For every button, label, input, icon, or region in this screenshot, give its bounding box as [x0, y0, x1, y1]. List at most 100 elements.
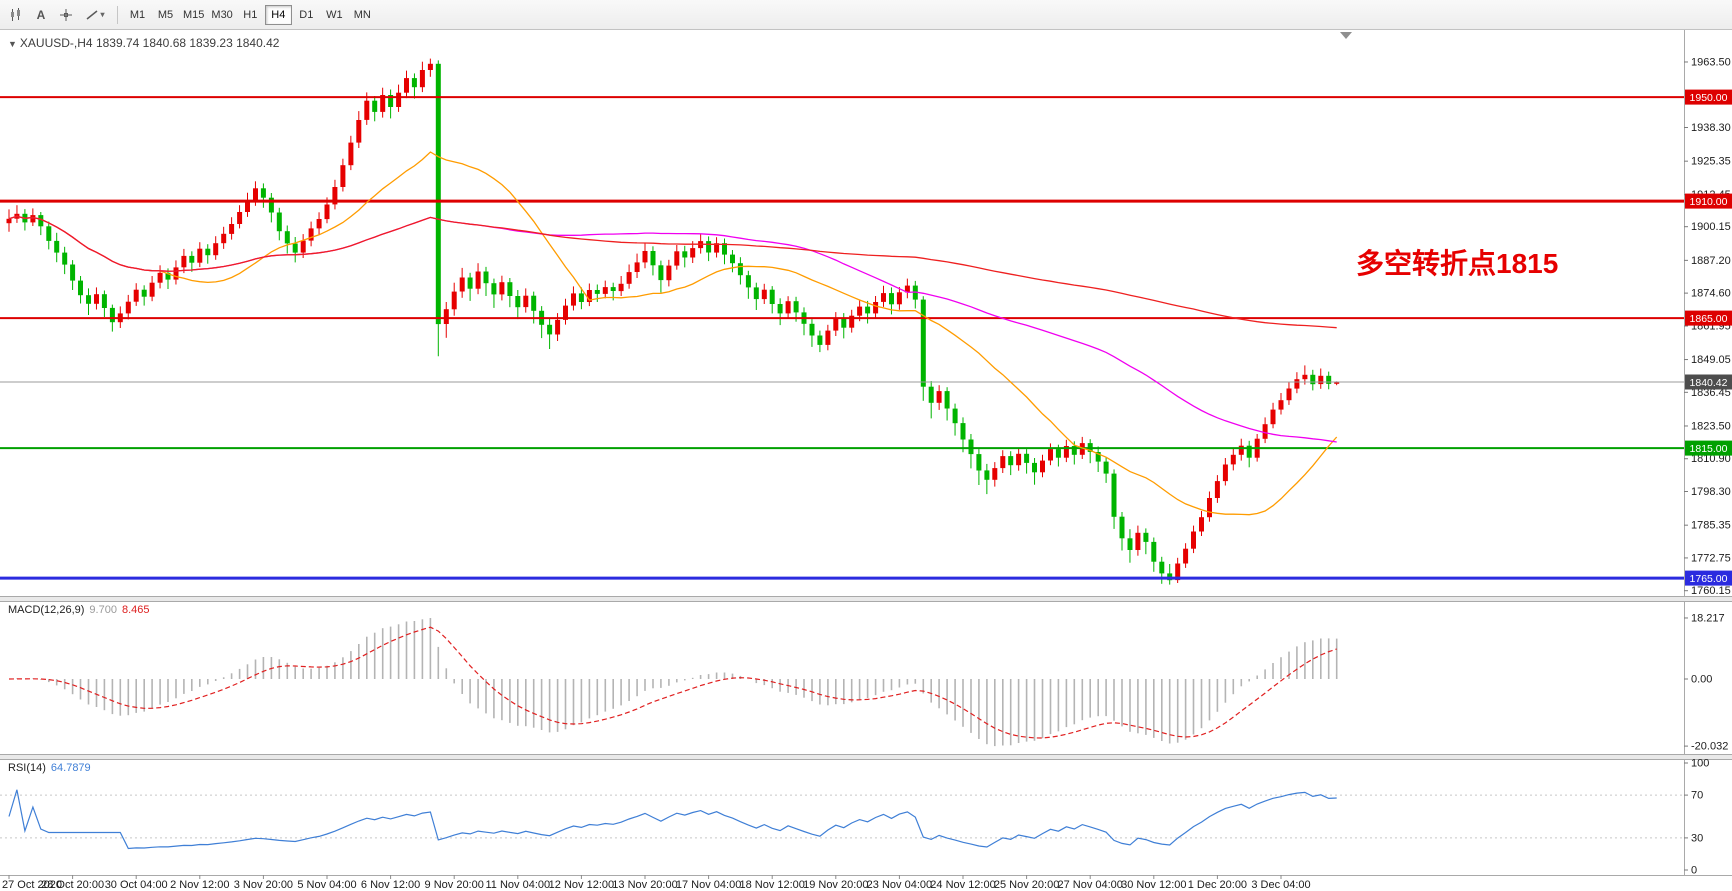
candle-body — [253, 188, 258, 200]
candle-body — [968, 439, 974, 455]
candle-body — [197, 248, 203, 263]
candle-body — [793, 301, 799, 313]
time-tick-label: 30 Oct 04:00 — [105, 879, 168, 891]
candle-body — [411, 78, 417, 88]
candle-body — [817, 335, 823, 345]
price-tick-label: 1785.35 — [1691, 520, 1731, 532]
candle-body — [730, 254, 735, 264]
candle-body — [1111, 473, 1117, 517]
candle-body — [904, 285, 910, 293]
candle-body — [984, 470, 990, 480]
price-scale: 1963.501938.301925.351912.451900.151887.… — [1684, 56, 1731, 597]
candle-body — [865, 306, 871, 314]
candle-body — [1008, 456, 1014, 466]
candle-body — [1135, 532, 1141, 550]
candle-body — [1175, 563, 1181, 581]
candle-body — [1000, 456, 1006, 469]
text-tool-button[interactable]: A — [29, 4, 53, 26]
price-badge-rect — [1685, 193, 1732, 209]
timeframe-w1[interactable]: W1 — [326, 8, 343, 21]
price-tick-label: 1887.20 — [1691, 255, 1731, 267]
candle-body — [722, 243, 727, 255]
candle-body — [1191, 531, 1196, 549]
symbol-title: XAUUSD-,H4 — [19, 36, 93, 50]
time-tick-label: 24 Nov 12:00 — [930, 879, 995, 891]
candle-body — [78, 280, 83, 296]
candle-body — [483, 271, 489, 284]
candle-body — [332, 187, 338, 205]
candle-body — [594, 290, 600, 294]
candle-body — [467, 277, 473, 289]
candle-body — [364, 100, 370, 120]
candle-body — [237, 212, 243, 224]
candle-body — [221, 233, 227, 244]
candle-body — [833, 318, 839, 331]
candle-body — [658, 265, 664, 281]
timeframe-m30[interactable]: M30 — [211, 8, 233, 21]
candle-body — [515, 296, 521, 308]
price-tick-label: 1849.05 — [1691, 354, 1731, 366]
chart-shift-marker[interactable] — [1340, 32, 1352, 39]
candle-body — [46, 226, 52, 241]
text-annotation[interactable]: 多空转折点1815 — [1356, 248, 1559, 279]
candle-body — [181, 255, 187, 268]
candle-body — [1222, 464, 1228, 482]
candles-layer — [6, 58, 1340, 585]
draw-tools-button[interactable]: ▾ — [79, 4, 111, 26]
rsi-line — [8, 789, 1337, 850]
candle-body — [1032, 462, 1037, 473]
candle-body — [459, 277, 465, 292]
candle-body — [841, 318, 847, 328]
candle-body — [356, 120, 362, 143]
timeframe-m15[interactable]: M15 — [183, 8, 205, 21]
candle-body — [769, 289, 775, 304]
candle-body — [165, 272, 171, 280]
time-tick-label: 30 Nov 12:00 — [1121, 879, 1186, 891]
candle-body — [475, 271, 481, 289]
candle-body — [1207, 498, 1212, 518]
panel-splitter[interactable] — [0, 755, 1732, 759]
candle-body — [316, 219, 322, 229]
candle-body — [1159, 561, 1165, 574]
timeframe-m5[interactable]: M5 — [157, 8, 174, 21]
candle-body — [777, 304, 783, 314]
price-tick-label: 1810.90 — [1691, 453, 1731, 465]
macd-histogram — [16, 618, 1338, 747]
chart-type-button[interactable] — [4, 4, 28, 26]
candle-body — [650, 251, 656, 266]
crosshair-button[interactable] — [54, 4, 78, 26]
candle-body — [1055, 449, 1061, 458]
candle-body — [268, 197, 274, 213]
candle-body — [952, 408, 958, 424]
timeframe-mn[interactable]: MN — [353, 8, 371, 21]
price-tick-label: 1836.45 — [1691, 387, 1731, 399]
candle-body — [563, 305, 568, 320]
time-tick-label: 6 Nov 12:00 — [361, 879, 420, 891]
rsi-indicator-label: RSI(14) 64.7879 — [8, 762, 91, 774]
timeframe-d1[interactable]: D1 — [299, 8, 314, 21]
price-tick-label: 1900.15 — [1691, 221, 1731, 233]
candle-body — [229, 224, 235, 234]
candle-body — [404, 78, 409, 93]
trendline-icon — [87, 9, 98, 20]
candle-body — [451, 291, 457, 310]
candle-body — [205, 248, 211, 256]
timeframe-h1[interactable]: H1 — [243, 8, 258, 21]
price-badge-label: 1950.00 — [1690, 92, 1728, 104]
candle-body — [125, 301, 131, 314]
price-level-badge: 1950.00 — [1685, 89, 1732, 105]
current-price-badge: 1840.42 — [1685, 374, 1732, 390]
candle-body — [70, 264, 76, 281]
panel-splitter[interactable] — [0, 597, 1732, 601]
candle-body — [245, 200, 250, 212]
time-tick-label: 3 Dec 04:00 — [1251, 879, 1310, 891]
chart-info-line: ▼ XAUUSD-,H4 1839.74 1840.68 1839.23 1840… — [8, 36, 279, 50]
candle-body — [1127, 538, 1133, 550]
price-badge-label: 1765.00 — [1690, 573, 1728, 585]
timeframe-m1[interactable]: M1 — [129, 8, 146, 21]
collapse-arrow-icon[interactable]: ▼ — [8, 39, 17, 49]
timeframe-h4[interactable]: H4 — [264, 4, 292, 25]
time-tick-label: 25 Nov 20:00 — [994, 879, 1059, 891]
candle-body — [825, 330, 831, 345]
